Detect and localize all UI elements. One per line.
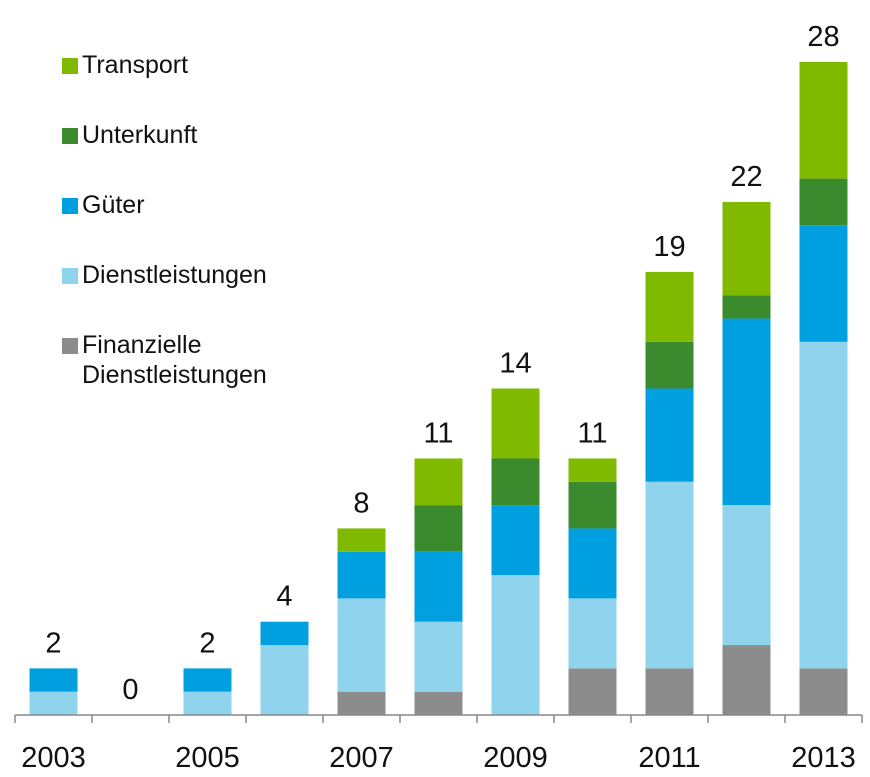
x-tick-label: 2009	[483, 742, 548, 774]
total-label: 22	[730, 161, 762, 193]
bar-segment	[29, 691, 78, 715]
bar-segment	[337, 598, 386, 692]
total-label: 28	[807, 21, 839, 53]
legend-swatch	[62, 268, 78, 284]
bar-segment	[414, 691, 463, 715]
bar-segment	[645, 481, 694, 669]
bar-segment	[414, 551, 463, 622]
x-tick-label: 2003	[21, 742, 86, 774]
x-tick-label: 2005	[175, 742, 240, 774]
legend-label: Unterkunft	[82, 121, 198, 149]
bar-segment	[645, 341, 694, 389]
total-label: 11	[577, 417, 607, 449]
legend-item: Finanzielle Dienstleistungen	[62, 330, 322, 390]
total-label: 19	[653, 231, 685, 263]
bar-segment	[645, 668, 694, 715]
bar-segment	[491, 458, 540, 506]
bar-segment	[568, 668, 617, 715]
bar-segment	[414, 458, 463, 506]
legend-label: Dienstleistungen	[82, 261, 267, 289]
bar-segment	[491, 575, 540, 715]
bar-segment	[414, 621, 463, 692]
legend-label: Transport	[82, 51, 189, 79]
bar-segment	[491, 505, 540, 576]
legend-item: Dienstleistungen	[62, 260, 322, 290]
total-label: 2	[199, 627, 215, 659]
bar-segment	[491, 388, 540, 459]
bar-segment	[799, 341, 848, 669]
bar-segment	[337, 691, 386, 715]
total-label: 2	[45, 627, 61, 659]
bar-segment	[29, 668, 78, 692]
legend-label: Güter	[82, 191, 145, 219]
bar-segment	[722, 295, 771, 319]
bar-segment	[645, 271, 694, 342]
total-label: 11	[423, 417, 453, 449]
legend-item: Transport	[62, 50, 322, 80]
bar-segment	[799, 668, 848, 715]
legend-item: Unterkunft	[62, 120, 322, 150]
legend-swatch	[62, 198, 78, 214]
bar-segment	[183, 691, 232, 715]
bar-segment	[568, 458, 617, 482]
bar-segment	[414, 505, 463, 552]
total-label: 4	[276, 581, 292, 613]
bar-segment	[722, 505, 771, 646]
bar-segment	[799, 62, 848, 179]
total-label: 8	[353, 487, 369, 519]
bar-segment	[722, 201, 771, 296]
bar-segment	[799, 178, 848, 226]
legend-label: Finanzielle Dienstleistungen	[82, 331, 267, 389]
bar-segment	[568, 598, 617, 669]
total-label: 14	[499, 348, 531, 380]
x-tick-label: 2013	[791, 742, 856, 774]
x-tick-label: 2011	[638, 742, 700, 774]
legend-swatch	[62, 128, 78, 144]
total-label: 0	[122, 674, 138, 706]
bar-segment	[722, 318, 771, 506]
legend-swatch	[62, 58, 78, 74]
bar-segment	[260, 645, 309, 715]
x-tick-label: 2007	[329, 742, 394, 774]
bar-segment	[337, 551, 386, 599]
bar-segment	[722, 645, 771, 715]
bar-segment	[337, 528, 386, 552]
bar-segment	[260, 621, 309, 646]
bar-segment	[568, 528, 617, 599]
bar-segment	[799, 225, 848, 342]
legend-item: Güter	[62, 190, 322, 220]
bar-segment	[183, 668, 232, 692]
bar-segment	[568, 481, 617, 529]
bar-segment	[645, 388, 694, 482]
legend-swatch	[62, 338, 78, 354]
